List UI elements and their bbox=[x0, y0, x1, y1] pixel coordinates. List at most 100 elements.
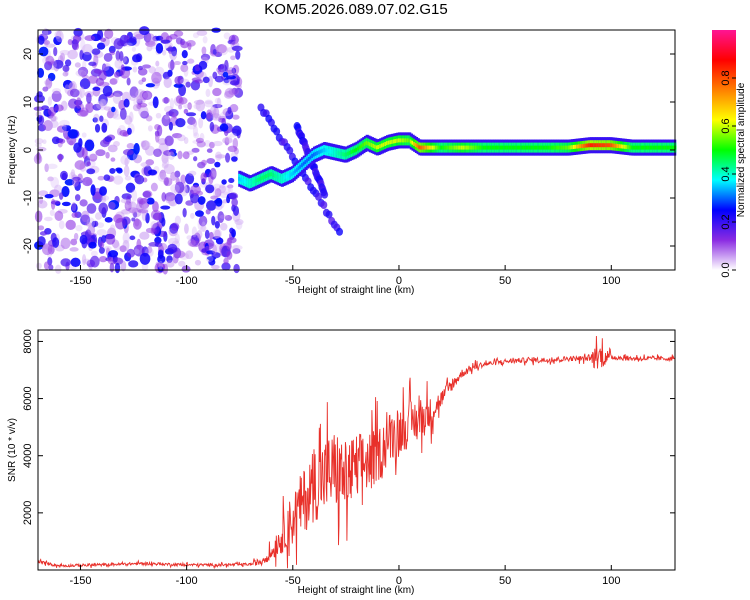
spectrogram-noise-cell bbox=[125, 202, 133, 208]
spectrogram-noise-cell bbox=[54, 30, 62, 39]
spectrogram-noise-cell bbox=[223, 32, 231, 40]
spectrogram-branch-cell bbox=[325, 210, 333, 219]
spectrogram-noise-cell bbox=[79, 86, 85, 99]
colorbar: 0.0 0.2 0.4 0.6 0.8 Normalized spectral ampl… bbox=[712, 30, 747, 278]
spectrogram-ridge-core bbox=[628, 145, 633, 150]
spectrogram-noise-cell bbox=[199, 181, 208, 188]
spectrogram-noise-cell bbox=[60, 170, 68, 181]
spectrogram-ridge-core bbox=[255, 178, 259, 183]
spectrogram-noise-cell bbox=[174, 233, 180, 244]
spectrogram-noise-cell bbox=[81, 210, 90, 223]
spectrogram-noise-cell bbox=[122, 71, 131, 77]
spectrogram-noise-cell bbox=[191, 147, 200, 153]
spectrogram-noise-cell bbox=[42, 29, 52, 36]
spectrogram-ridge-core bbox=[284, 175, 288, 180]
spectrogram-noise-cell bbox=[89, 255, 100, 268]
spectrogram-noise-cell bbox=[150, 182, 158, 192]
spectrogram-noise-cell bbox=[101, 195, 110, 201]
spectrogram-noise-cell bbox=[50, 200, 61, 205]
spectrogram-noise-cell bbox=[76, 109, 88, 117]
spectrogram-noise-cell bbox=[152, 201, 159, 213]
spectrogram-noise-cell bbox=[69, 88, 80, 98]
spectrogram-noise-cell bbox=[58, 138, 66, 144]
colorbar-ticks: 0.0 0.2 0.4 0.6 0.8 bbox=[720, 70, 736, 278]
spectrogram-noise-cell bbox=[227, 184, 234, 189]
spectrogram-ridge-core bbox=[498, 145, 502, 150]
spectrogram-ridge-core bbox=[452, 145, 456, 150]
spectrogram-ridge-core bbox=[387, 140, 391, 145]
spectrogram-noise-cell bbox=[196, 229, 203, 239]
spectrogram-ridge-core bbox=[431, 145, 436, 150]
spectrogram-ridge-core bbox=[656, 145, 660, 150]
spectrogram-ridge-core bbox=[324, 148, 329, 153]
spectrogram-noise-cell bbox=[45, 43, 56, 48]
x-tick-label: 100 bbox=[602, 275, 620, 287]
spectrogram-noise-cell bbox=[146, 44, 153, 52]
spectrogram-ridge-core bbox=[525, 145, 529, 150]
spectrogram-noise-cell bbox=[90, 184, 96, 196]
spectrogram-noise-cell bbox=[54, 210, 64, 221]
spectrogram-noise-cell bbox=[178, 104, 183, 110]
spectrogram-ridge-core bbox=[462, 145, 466, 150]
spectrogram-noise-cell bbox=[214, 220, 220, 229]
spectrogram-noise-cell bbox=[189, 240, 201, 248]
spectrogram-noise-cell bbox=[67, 129, 79, 139]
spectrogram-noise-cell bbox=[149, 38, 158, 50]
spectrogram-noise-cell bbox=[224, 215, 233, 221]
spectrogram-ridge-core bbox=[566, 145, 570, 150]
spectrogram-noise-cell bbox=[134, 217, 140, 227]
spectrogram-noise-cell bbox=[164, 192, 176, 202]
x-tick-label: 50 bbox=[499, 275, 511, 287]
spectrogram-ridge-core bbox=[503, 145, 507, 150]
spectrogram-noise-cell bbox=[181, 50, 188, 59]
spectrogram-noise-cell bbox=[86, 217, 96, 228]
spectrogram-noise-cell bbox=[41, 244, 52, 249]
spectrogram-noise-cell bbox=[202, 36, 208, 44]
spectrogram-ridge-core bbox=[311, 153, 315, 158]
spectrogram-noise-cell bbox=[209, 167, 217, 180]
spectrogram-noise-cell bbox=[235, 220, 243, 230]
spectrogram-noise-cell bbox=[43, 27, 49, 39]
spectrogram-noise-cell bbox=[143, 140, 151, 149]
spectrogram-noise-cell bbox=[190, 184, 201, 195]
spectrogram-noise-cell bbox=[124, 175, 132, 181]
spectrogram-noise-cell bbox=[175, 117, 186, 128]
spectrogram-noise-cell bbox=[43, 120, 53, 131]
spectrogram-noise-cell bbox=[141, 140, 150, 151]
spectrogram-noise-cell bbox=[132, 66, 138, 73]
spectrogram-ridge-core bbox=[379, 144, 383, 149]
spectrogram-ridge-core bbox=[261, 175, 266, 180]
spectrogram-noise-cell bbox=[224, 87, 236, 98]
spectrogram-noise-cell bbox=[113, 71, 121, 78]
spectrogram-noise-cell bbox=[140, 110, 149, 119]
spectrogram-noise-cell bbox=[62, 65, 70, 72]
spectrogram-ridge-core bbox=[515, 145, 519, 150]
snr-x-ticks: -150 -100 -50 0 50 100 bbox=[69, 565, 620, 587]
spectrogram-ridge-core bbox=[280, 176, 284, 181]
spectrogram-noise-cell bbox=[199, 132, 205, 142]
spectrogram-ridge-core bbox=[608, 143, 612, 148]
spectrogram-noise-cell bbox=[33, 94, 45, 103]
spectrogram-noise-cell bbox=[219, 214, 229, 219]
spectrogram-noise-cell bbox=[74, 181, 81, 192]
spectrogram-noise-cell bbox=[170, 184, 180, 194]
spectrogram-noise-cell bbox=[128, 260, 139, 268]
spectrogram-ridge-core bbox=[319, 149, 323, 154]
spectrogram-noise-cell bbox=[166, 47, 177, 52]
spectrogram-noise-cell bbox=[98, 202, 109, 215]
spectrogram-noise-cell bbox=[122, 239, 130, 252]
spectrogram-branch-cell bbox=[321, 190, 329, 199]
spectrogram-noise-cell bbox=[180, 63, 189, 73]
spectrogram-branch-cell bbox=[304, 177, 312, 186]
spectrogram-noise-cell bbox=[105, 151, 110, 159]
spectrogram-noise-cell bbox=[150, 221, 158, 229]
spectrogram-ridge-core bbox=[326, 148, 330, 153]
spectrogram-noise-cell bbox=[120, 260, 127, 272]
spectrogram-noise-cell bbox=[73, 142, 82, 153]
spectrogram-noise-cell bbox=[37, 200, 48, 209]
spectrogram-noise-cell bbox=[70, 238, 78, 246]
spectrogram-noise-cell bbox=[142, 92, 151, 99]
spectrogram-noise-cell bbox=[133, 248, 140, 255]
spectrogram-noise-cell bbox=[135, 33, 145, 40]
